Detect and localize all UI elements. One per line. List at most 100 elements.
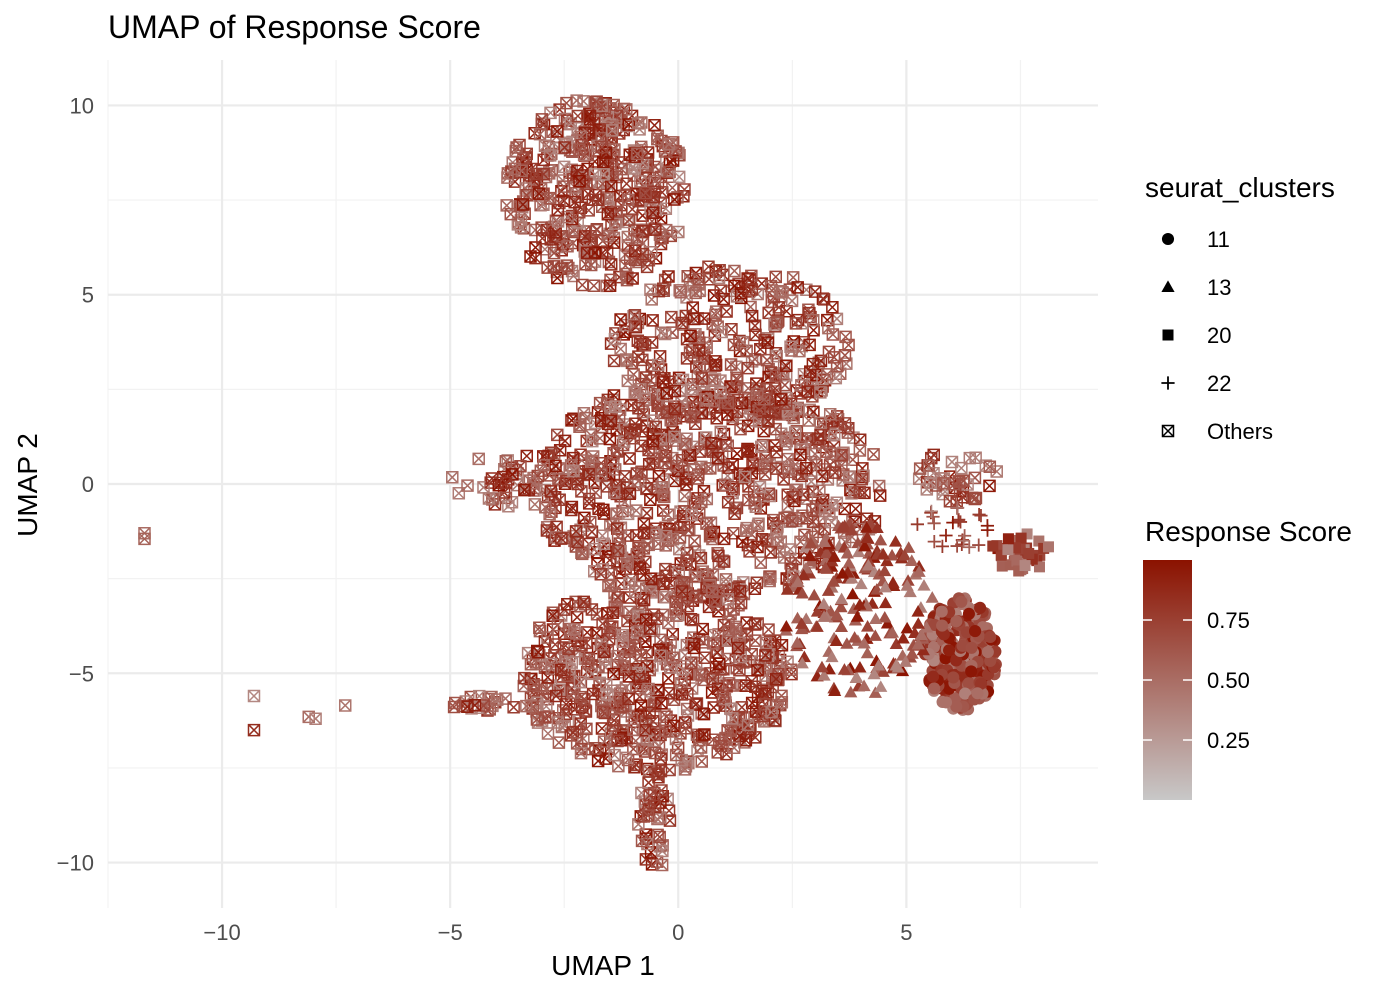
legend-key-plus-icon: [1161, 376, 1175, 390]
point-cluster-others: [537, 458, 550, 472]
point-cluster-others: [668, 402, 682, 416]
point-cluster-others: [637, 542, 651, 555]
point-cluster-others: [585, 603, 599, 616]
point-cluster-others: [565, 656, 579, 669]
point-cluster-others: [786, 491, 799, 504]
point-cluster-others: [717, 532, 731, 546]
point-cluster-others: [549, 638, 562, 651]
point-cluster-others: [614, 313, 627, 326]
point-cluster-others: [827, 428, 841, 441]
point-cluster-13: [902, 541, 916, 553]
point-cluster-others: [709, 355, 722, 368]
point-cluster-others: [604, 258, 618, 271]
point-cluster-22: [972, 507, 986, 522]
point-cluster-others: [838, 502, 851, 516]
y-axis-ticks: −10 −5 0 5 10: [57, 93, 94, 875]
point-cluster-others: [873, 489, 887, 502]
point-cluster-others: [787, 411, 801, 425]
x-tick-label: 5: [900, 920, 912, 945]
point-cluster-20: [996, 560, 1008, 572]
point-cluster-20: [995, 549, 1007, 561]
point-cluster-others: [535, 113, 549, 126]
point-cluster-others: [528, 498, 542, 511]
point-cluster-others: [808, 447, 822, 461]
point-cluster-others: [969, 491, 983, 505]
point-cluster-others: [654, 649, 667, 662]
point-cluster-others: [807, 324, 820, 337]
point-cluster-13: [888, 535, 903, 547]
point-cluster-13: [790, 636, 804, 648]
point-cluster-others: [626, 272, 639, 285]
point-cluster-11: [947, 671, 960, 684]
point-cluster-others: [769, 462, 783, 475]
point-cluster-others: [586, 450, 600, 463]
point-cluster-13: [878, 596, 893, 609]
point-cluster-others: [801, 385, 815, 398]
point-cluster-others: [683, 346, 697, 359]
point-cluster-others: [669, 748, 683, 762]
point-cluster-others: [826, 328, 840, 341]
point-cluster-others: [615, 162, 628, 176]
color-legend-tick-label: 0.75: [1207, 608, 1250, 633]
point-cluster-others: [838, 417, 852, 430]
point-cluster-others: [635, 786, 648, 800]
point-cluster-others: [731, 394, 745, 407]
point-cluster-others: [793, 344, 806, 358]
point-cluster-others: [639, 635, 652, 648]
point-cluster-13: [837, 663, 852, 675]
point-cluster-others: [662, 616, 675, 630]
point-cluster-others: [752, 517, 765, 531]
point-cluster-others: [640, 506, 654, 520]
point-cluster-others: [688, 401, 701, 414]
point-cluster-20: [1013, 565, 1025, 577]
color-legend-tick-label: 0.25: [1207, 728, 1250, 753]
point-cluster-13: [898, 655, 913, 667]
point-cluster-others: [924, 476, 938, 490]
point-cluster-others: [646, 314, 659, 327]
point-cluster-13: [835, 567, 850, 579]
point-cluster-others: [699, 393, 713, 406]
point-cluster-others: [472, 452, 485, 466]
point-cluster-others: [662, 137, 676, 151]
point-cluster-others: [643, 622, 657, 635]
x-tick-label: −10: [203, 920, 240, 945]
point-cluster-others: [702, 260, 715, 274]
point-cluster-others: [759, 649, 772, 662]
point-cluster-others: [662, 270, 675, 283]
point-cluster-22: [939, 528, 953, 543]
point-cluster-13: [820, 546, 834, 558]
point-cluster-others: [662, 672, 675, 685]
point-cluster-others: [611, 734, 624, 748]
point-cluster-others: [653, 830, 666, 844]
point-cluster-others: [755, 533, 769, 546]
point-cluster-others: [634, 649, 648, 662]
point-cluster-13: [860, 646, 874, 659]
point-cluster-others: [649, 223, 662, 236]
point-cluster-others: [762, 623, 775, 636]
point-cluster-11: [950, 700, 963, 713]
point-cluster-others: [611, 544, 625, 558]
point-cluster-others: [728, 507, 741, 521]
point-cluster-13: [851, 536, 865, 549]
point-cluster-others: [797, 368, 811, 381]
point-cluster-others: [643, 706, 656, 720]
point-cluster-others: [684, 656, 698, 670]
point-cluster-others: [517, 152, 530, 165]
point-cluster-others: [687, 463, 701, 477]
point-cluster-others: [644, 374, 657, 387]
point-cluster-others: [630, 529, 643, 542]
point-cluster-others: [681, 687, 694, 701]
point-cluster-others: [686, 382, 699, 396]
point-cluster-20: [1021, 528, 1033, 540]
point-cluster-others: [623, 577, 636, 590]
point-cluster-11: [965, 641, 978, 654]
point-cluster-others: [714, 425, 728, 439]
point-cluster-20: [1004, 559, 1016, 571]
point-cluster-others: [717, 555, 731, 568]
point-cluster-others: [733, 664, 746, 677]
point-cluster-others: [520, 449, 534, 463]
point-cluster-others: [606, 124, 619, 137]
point-cluster-others: [734, 596, 748, 610]
point-cluster-13: [810, 605, 825, 617]
